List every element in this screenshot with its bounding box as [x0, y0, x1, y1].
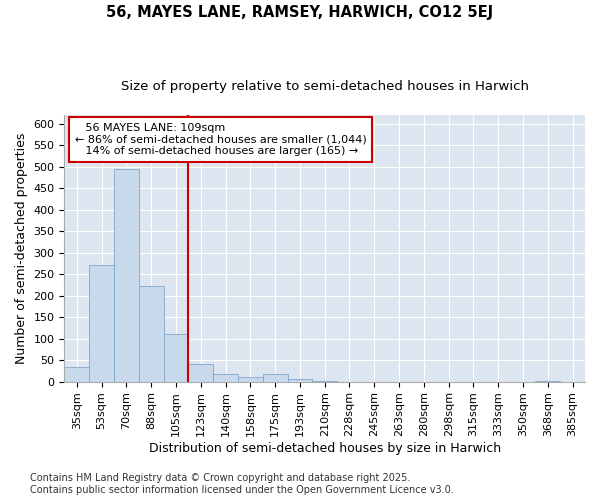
- X-axis label: Distribution of semi-detached houses by size in Harwich: Distribution of semi-detached houses by …: [149, 442, 501, 455]
- Title: Size of property relative to semi-detached houses in Harwich: Size of property relative to semi-detach…: [121, 80, 529, 93]
- Bar: [263, 374, 287, 382]
- Text: Contains HM Land Registry data © Crown copyright and database right 2025.
Contai: Contains HM Land Registry data © Crown c…: [30, 474, 454, 495]
- Text: 56, MAYES LANE, RAMSEY, HARWICH, CO12 5EJ: 56, MAYES LANE, RAMSEY, HARWICH, CO12 5E…: [106, 5, 494, 20]
- Bar: [188, 364, 213, 382]
- Bar: [64, 366, 89, 382]
- Bar: [535, 380, 560, 382]
- Y-axis label: Number of semi-detached properties: Number of semi-detached properties: [15, 132, 28, 364]
- Bar: [114, 168, 139, 382]
- Bar: [213, 374, 238, 382]
- Bar: [238, 378, 263, 382]
- Bar: [89, 266, 114, 382]
- Bar: [139, 286, 164, 382]
- Bar: [287, 379, 313, 382]
- Text: 56 MAYES LANE: 109sqm
← 86% of semi-detached houses are smaller (1,044)
   14% o: 56 MAYES LANE: 109sqm ← 86% of semi-deta…: [75, 123, 367, 156]
- Bar: [164, 334, 188, 382]
